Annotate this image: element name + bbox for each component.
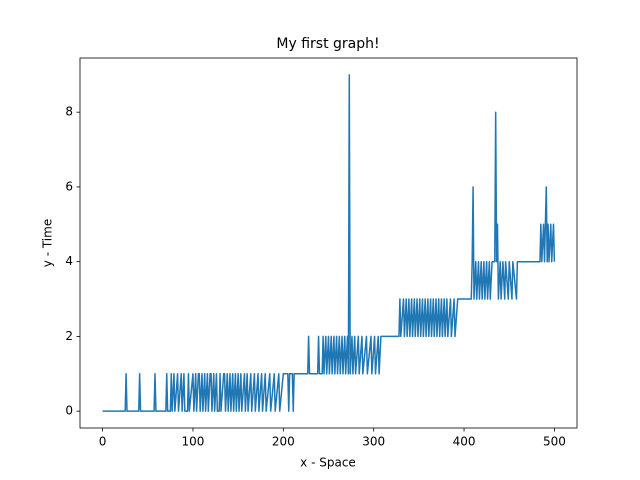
x-tick-label: 0 (99, 435, 107, 449)
x-tick-label: 100 (182, 435, 205, 449)
x-tick-label: 500 (543, 435, 566, 449)
x-axis-label: x - Space (300, 456, 356, 470)
y-tick-label: 8 (65, 105, 73, 119)
y-tick-label: 0 (65, 404, 73, 418)
x-tick-label: 300 (362, 435, 385, 449)
y-tick-label: 6 (65, 179, 73, 193)
x-tick-label: 400 (453, 435, 476, 449)
data-line (102, 74, 556, 412)
chart-title: My first graph! (276, 36, 379, 52)
y-tick-label: 2 (65, 329, 73, 343)
plot-frame (79, 57, 578, 429)
y-axis-label: y - Time (41, 219, 55, 267)
x-tick-label: 200 (272, 435, 295, 449)
y-tick-label: 4 (65, 254, 73, 268)
